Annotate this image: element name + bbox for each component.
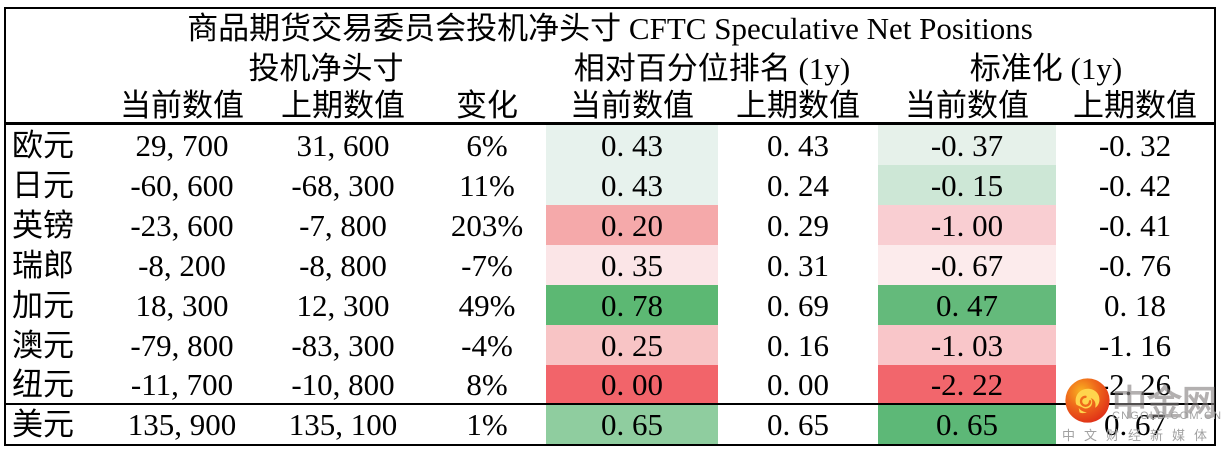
table-cell: -11, 700	[106, 365, 258, 405]
group-header-percentile: 相对百分位排名 (1y)	[573, 50, 851, 86]
table-cell: 0. 18	[1104, 287, 1166, 323]
table-cell-heat: 0. 47	[878, 285, 1056, 325]
table-cell-heat: 0. 43	[546, 165, 718, 205]
table-cell: -83, 300	[291, 327, 395, 363]
table-cell-heat: 0. 20	[546, 205, 718, 245]
col-header-pct-previous: 上期数值	[718, 88, 878, 125]
table-cell: -2. 26	[1056, 365, 1214, 405]
table-cell: -7%	[461, 247, 513, 283]
table-cell: 135, 900	[127, 407, 237, 442]
table-cell: 49%	[458, 287, 516, 323]
table-cell: -1. 16	[1098, 327, 1172, 363]
table-title: 商品期货交易委员会投机净头寸 CFTC Speculative Net Posi…	[187, 11, 1033, 46]
table-cell: -0. 41	[1098, 207, 1172, 243]
table-cell: -0. 42	[1098, 167, 1172, 203]
watermark-brand: 中金网	[1112, 384, 1218, 423]
table-cell: 31, 600	[296, 127, 390, 163]
table-cell: 0. 65	[767, 407, 829, 442]
group-header-standardized: 标准化 (1y)	[969, 50, 1123, 86]
cftc-positions-table: 商品期货交易委员会投机净头寸 CFTC Speculative Net Posi…	[4, 7, 1216, 446]
table-cell: 18, 300	[135, 287, 229, 323]
table-cell: 0. 43	[767, 127, 829, 163]
table-cell-heat: -0. 67	[878, 245, 1056, 285]
row-label-chf: 瑞郎	[12, 247, 74, 283]
spacer-cell	[6, 48, 106, 88]
table-cell: -68, 300	[291, 167, 395, 203]
table-cell: -23, 600	[130, 207, 234, 243]
col-header-std-previous: 上期数值	[1056, 88, 1214, 125]
row-label-eur: 欧元	[12, 127, 74, 163]
cngold-logo-icon	[1065, 378, 1110, 423]
table-cell: 0. 31	[767, 247, 829, 283]
table-grid: 商品期货交易委员会投机净头寸 CFTC Speculative Net Posi…	[6, 9, 1214, 444]
table-cell: 6%	[466, 127, 508, 163]
col-header-std-current: 当前数值	[878, 88, 1056, 125]
spacer-cell	[6, 88, 106, 125]
table-cell: -0. 76	[1098, 247, 1172, 283]
table-cell-heat: 0. 43	[546, 125, 718, 165]
table-cell: 0. 00	[718, 365, 878, 405]
table-cell-heat: -1. 03	[878, 325, 1056, 365]
table-cell-heat: -0. 37	[878, 125, 1056, 165]
table-cell-heat: 0. 00	[546, 365, 718, 405]
table-cell: 0. 29	[767, 207, 829, 243]
table-cell: 203%	[450, 207, 524, 243]
table-cell-heat: 0. 35	[546, 245, 718, 285]
table-cell: -8, 200	[138, 247, 226, 283]
table-cell: 29, 700	[135, 127, 229, 163]
col-header-spec-current: 当前数值	[106, 88, 258, 125]
table-cell: -7, 800	[299, 207, 387, 243]
table-cell: -4%	[461, 327, 513, 363]
table-cell-heat: 0. 25	[546, 325, 718, 365]
table-cell-heat: -1. 00	[878, 205, 1056, 245]
table-cell: 135, 100	[288, 407, 398, 442]
table-cell: 0. 24	[767, 167, 829, 203]
table-cell: 12, 300	[296, 287, 390, 323]
table-cell: -79, 800	[130, 327, 234, 363]
table-cell-heat: 0. 65	[546, 405, 718, 444]
col-header-pct-current: 当前数值	[546, 88, 718, 125]
row-label-aud: 澳元	[12, 327, 74, 363]
table-cell: 0. 69	[767, 287, 829, 323]
row-label-nzd: 纽元	[6, 365, 106, 405]
table-cell: 0. 16	[767, 327, 829, 363]
row-label-jpy: 日元	[12, 167, 74, 203]
table-cell-heat: 0. 65	[878, 405, 1056, 444]
table-cell: -0. 32	[1098, 127, 1172, 163]
group-header-speculative: 投机净头寸	[248, 50, 404, 86]
row-label-gbp: 英镑	[12, 207, 74, 243]
table-cell: 1%	[466, 407, 508, 442]
table-cell: -10, 800	[258, 365, 428, 405]
col-header-change: 变化	[428, 88, 546, 125]
table-cell: 8%	[428, 365, 546, 405]
row-label-cad: 加元	[12, 287, 74, 323]
table-cell-heat: 0. 78	[546, 285, 718, 325]
row-label-usd: 美元	[12, 407, 74, 442]
watermark-domain: CNGOLD.COM.CN	[1112, 410, 1223, 422]
table-cell-heat: -0. 15	[878, 165, 1056, 205]
table-cell: -8, 800	[299, 247, 387, 283]
table-cell: 0. 67	[1104, 407, 1166, 442]
table-cell: 11%	[459, 167, 515, 203]
table-cell-heat: -2. 22	[878, 365, 1056, 405]
watermark-tagline: 中文财经新媒体	[1062, 428, 1217, 443]
col-header-spec-previous: 上期数值	[258, 88, 428, 125]
table-cell: -60, 600	[130, 167, 234, 203]
